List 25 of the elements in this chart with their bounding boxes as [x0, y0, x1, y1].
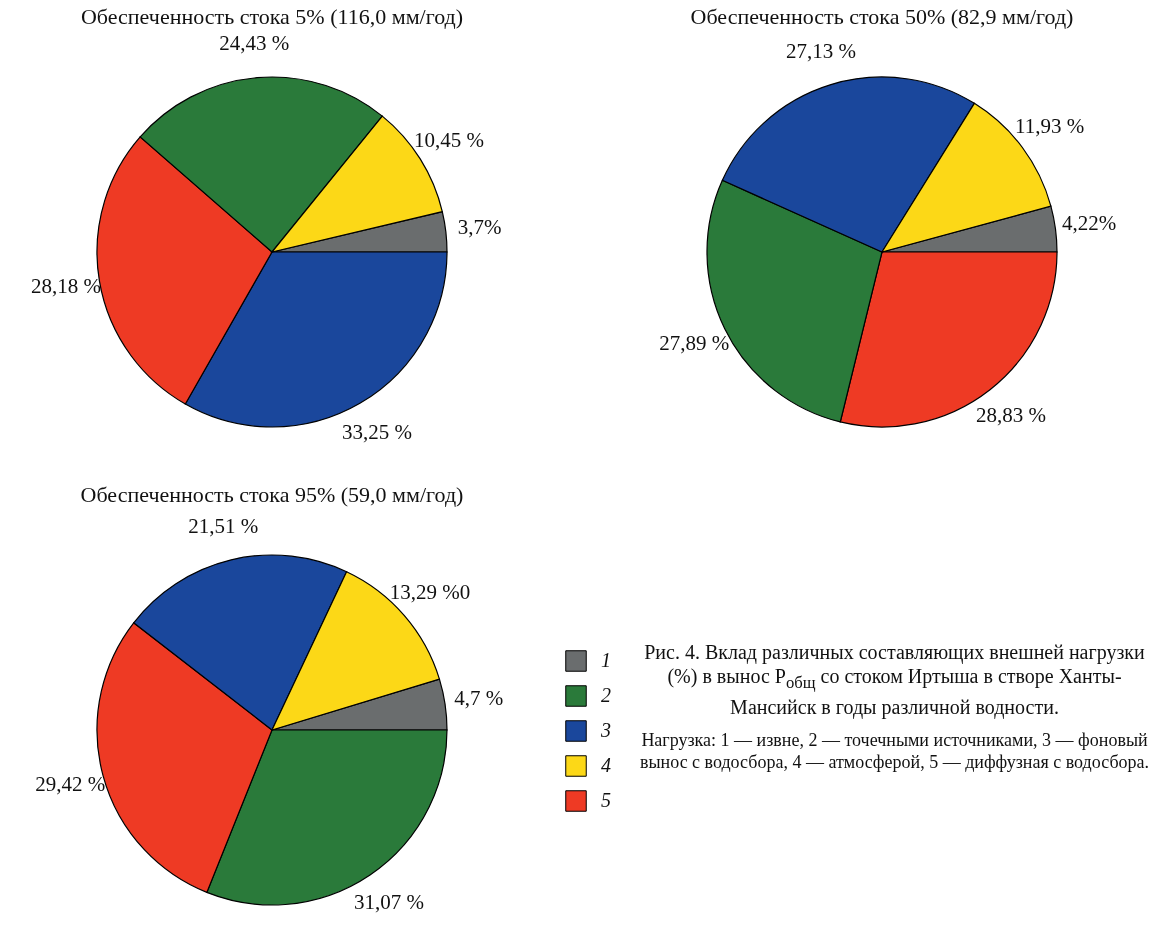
legend-label: 3	[600, 719, 611, 741]
data-label: 4,7 %	[454, 686, 504, 711]
data-label: 31,07 %	[354, 890, 425, 915]
chart-title: Обеспеченность стока 95% (59,0 мм/год)	[79, 482, 465, 508]
chart-title: Обеспеченность стока 5% (116,0 мм/год)	[79, 4, 465, 30]
data-label: 13,29 %0	[389, 580, 471, 605]
legend-label: 2	[601, 684, 611, 706]
data-label: 24,43 %	[219, 30, 290, 55]
data-label: 3,7%	[457, 214, 502, 239]
legend-label: 5	[601, 789, 611, 811]
text: Рис. 4. Вклад различных составляющих внешней нагрузки (%) в вынос P$_{общ}$ со стоком Иртыша в створе Ханты-Мансийск в годы различной водности.	[643, 640, 1146, 719]
data-label: 27,89 %	[659, 330, 730, 355]
data-label: 4,22%	[1062, 211, 1117, 236]
data-label: 28,18 %	[30, 273, 101, 298]
chart-title: Обеспеченность стока 50% (82,9 мм/год)	[689, 4, 1075, 30]
text: Нагрузка: 1 — извне, 2 — точечными источниками, 3 — фоновый вынос с водосбора, 4 — атмосферой, 5 — диффузная с водосбора.	[638, 729, 1151, 773]
legend-label: 1	[601, 649, 611, 671]
data-label: 10,45 %	[414, 127, 484, 152]
legend-label: 4	[601, 754, 611, 776]
data-label: 33,25 %	[341, 419, 412, 444]
data-label: 21,51 %	[188, 513, 259, 538]
data-label: 27,13 %	[785, 39, 856, 64]
data-label: 29,42 %	[35, 771, 106, 796]
data-label: 28,83 %	[975, 403, 1046, 428]
data-label: 11,93 %	[1015, 114, 1085, 139]
